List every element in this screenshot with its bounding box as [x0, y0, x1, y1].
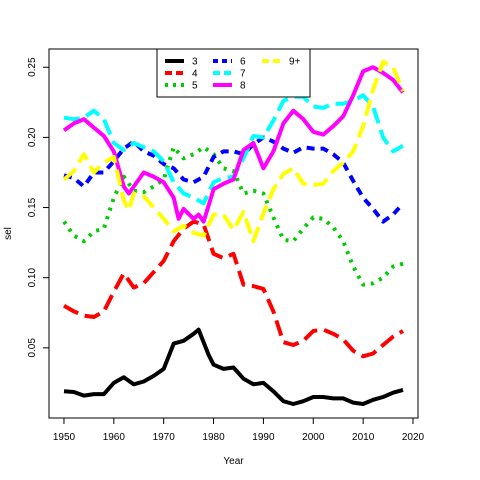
series-layer	[62, 59, 405, 406]
legend-label: 3	[192, 57, 198, 68]
x-tick-label: 2010	[352, 432, 375, 443]
x-axis: 1950 1960 1970 1980 1990 2000 2010 2020	[53, 417, 425, 443]
x-axis-title: Year	[223, 456, 244, 467]
y-tick-label: 0.20	[27, 127, 38, 147]
y-axis: 0.05 0.10 0.15 0.20 0.25	[27, 57, 50, 358]
legend-label: 6	[240, 57, 246, 68]
legend-label: 9+	[289, 57, 301, 68]
legend-label: 4	[192, 69, 198, 80]
y-axis-title: sel	[3, 227, 14, 240]
series-line-8	[62, 65, 405, 224]
y-tick-label: 0.15	[27, 197, 38, 217]
series-line-9-plus	[62, 59, 405, 244]
legend-label: 7	[240, 69, 246, 80]
legend-label: 8	[240, 81, 246, 92]
x-tick-label: 1960	[103, 432, 126, 443]
y-tick-label: 0.05	[27, 338, 38, 358]
x-tick-label: 2000	[302, 432, 325, 443]
x-tick-label: 1950	[53, 432, 76, 443]
y-tick-label: 0.25	[27, 57, 38, 77]
x-tick-label: 1980	[202, 432, 225, 443]
series-line-6	[63, 135, 405, 224]
legend-label: 5	[192, 81, 198, 92]
y-tick-label: 0.10	[27, 268, 38, 288]
x-tick-label: 2020	[402, 432, 425, 443]
x-tick-label: 1970	[153, 432, 176, 443]
x-tick-label: 1990	[252, 432, 275, 443]
series-line-4	[63, 219, 404, 359]
series-line-3	[63, 327, 404, 406]
legend: 345 678 9+	[156, 48, 311, 98]
